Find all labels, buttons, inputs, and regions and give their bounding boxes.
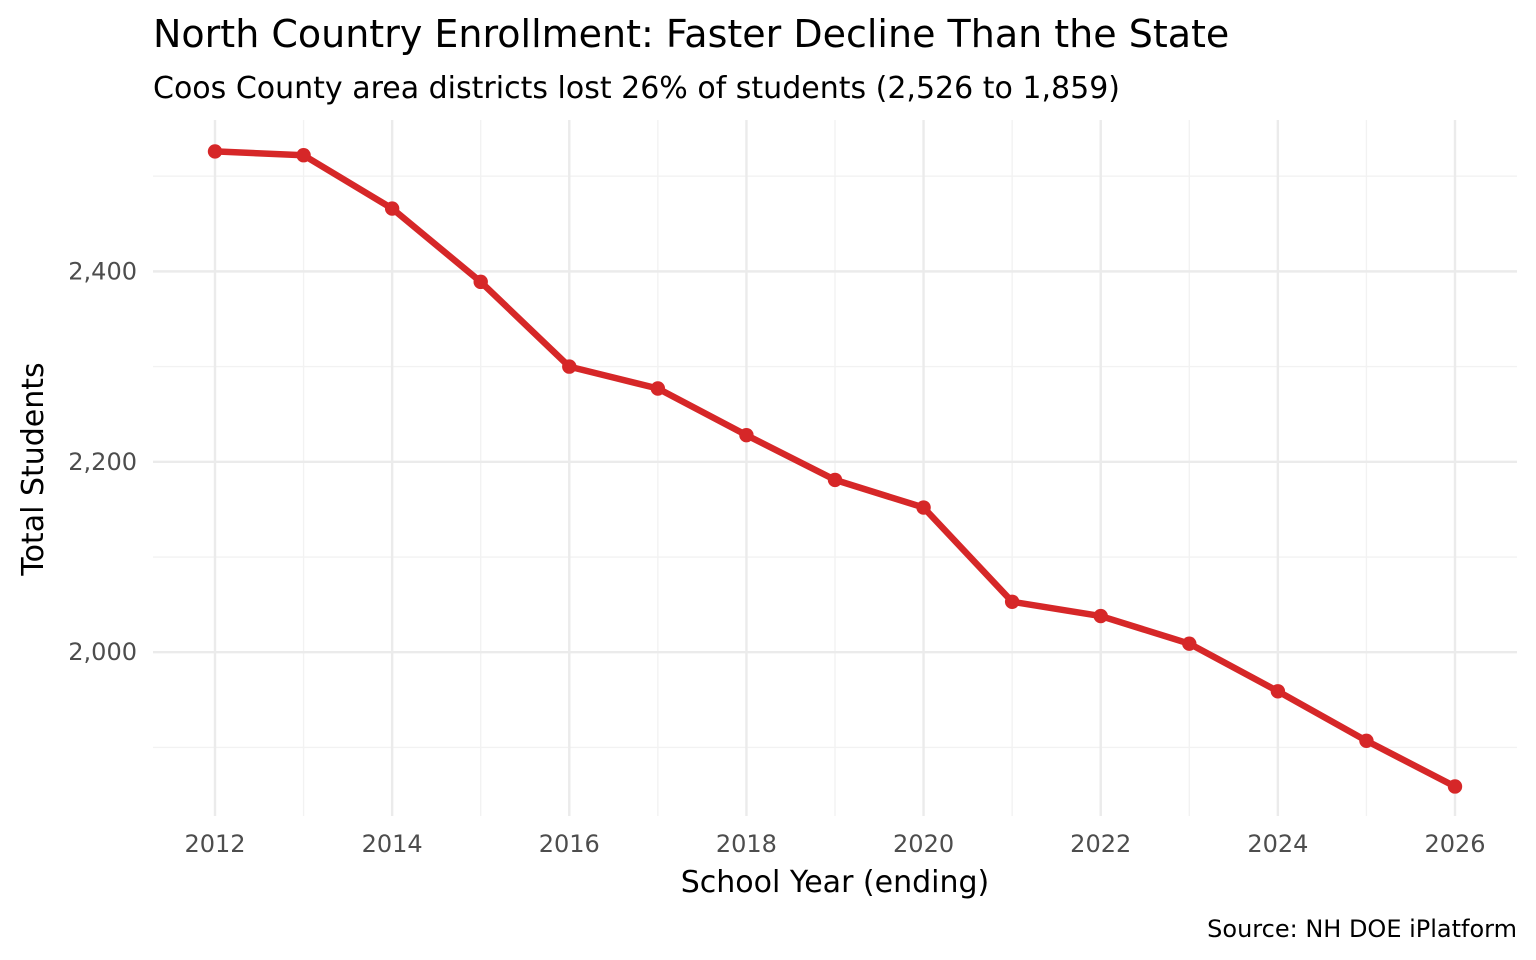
x-tick-label: 2018 xyxy=(716,830,777,858)
chart-caption: Source: NH DOE iPlatform xyxy=(1207,915,1517,943)
minor-gridlines-x xyxy=(302,120,1368,816)
data-point xyxy=(650,381,666,396)
x-axis-title: School Year (ending) xyxy=(681,865,990,900)
x-tick-label: 2024 xyxy=(1247,830,1308,858)
data-point xyxy=(296,148,311,163)
y-axis-title: Total Students xyxy=(16,362,51,576)
data-point xyxy=(384,201,400,216)
points-layer xyxy=(207,144,1463,794)
major-gridlines-x xyxy=(213,120,1457,816)
data-point xyxy=(473,274,488,290)
y-tick-label: 2,200 xyxy=(68,448,137,476)
x-tick-label: 2020 xyxy=(893,830,954,858)
y-tick-label: 2,400 xyxy=(68,257,137,285)
x-tick-label: 2022 xyxy=(1070,830,1131,858)
data-point xyxy=(562,359,577,374)
data-point xyxy=(1004,594,1020,609)
x-tick-label: 2012 xyxy=(184,830,245,858)
data-point xyxy=(827,472,843,488)
data-point xyxy=(916,500,931,515)
y-axis-tick-labels: 2,000 2,200 2,400 xyxy=(68,257,137,666)
data-point xyxy=(739,427,754,443)
x-tick-label: 2026 xyxy=(1424,830,1485,858)
data-point xyxy=(1093,608,1108,624)
data-point xyxy=(1270,684,1286,699)
chart-subtitle: Coos County area districts lost 26% of s… xyxy=(153,71,1120,106)
data-point xyxy=(1182,636,1197,651)
x-axis-tick-labels: 2012 2014 2016 2018 2020 2022 2024 2026 xyxy=(184,830,1485,858)
x-tick-label: 2014 xyxy=(362,830,423,858)
data-point xyxy=(1447,779,1463,794)
major-gridlines-y xyxy=(153,270,1517,654)
x-tick-label: 2016 xyxy=(539,830,600,858)
y-tick-label: 2,000 xyxy=(68,638,137,666)
data-point xyxy=(1359,733,1374,748)
chart-title: North Country Enrollment: Faster Decline… xyxy=(153,12,1229,56)
data-point xyxy=(207,144,223,159)
